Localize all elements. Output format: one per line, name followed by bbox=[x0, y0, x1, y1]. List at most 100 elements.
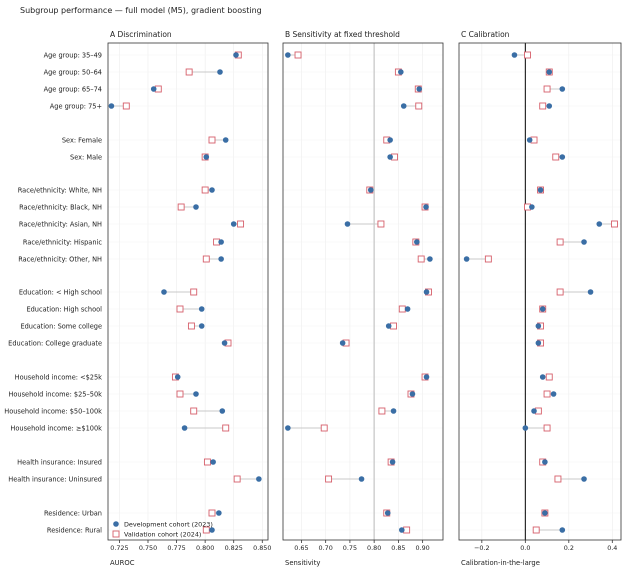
development-marker bbox=[344, 221, 351, 227]
validation-marker bbox=[556, 238, 564, 246]
validation-marker bbox=[543, 85, 551, 93]
development-marker bbox=[390, 408, 397, 414]
row-label: Health insurance: Uninsured bbox=[8, 475, 102, 483]
development-marker bbox=[581, 239, 587, 245]
axis-label: Calibration-in-the-large bbox=[461, 559, 540, 567]
development-marker bbox=[539, 306, 546, 312]
development-marker bbox=[526, 137, 533, 143]
row-label: Household income: $25–50k bbox=[8, 390, 102, 398]
development-marker bbox=[209, 527, 215, 533]
development-marker bbox=[217, 69, 223, 75]
validation-marker bbox=[539, 102, 547, 110]
development-marker bbox=[398, 69, 404, 75]
validation-marker bbox=[417, 255, 425, 263]
legend-val-marker bbox=[112, 530, 120, 538]
row-label: Age group: 75+ bbox=[50, 102, 102, 110]
development-marker bbox=[387, 154, 393, 160]
validation-marker bbox=[398, 305, 406, 313]
row-label: Residence: Rural bbox=[47, 526, 102, 534]
development-marker bbox=[423, 289, 430, 295]
panel-title: A Discrimination bbox=[110, 30, 172, 39]
validation-marker bbox=[122, 102, 130, 110]
development-marker bbox=[358, 476, 365, 482]
row-label: Household income: <$25k bbox=[15, 373, 103, 381]
validation-marker bbox=[294, 51, 302, 59]
panel-2: B Sensitivity at fixed threshold 0.65 0.70… bbox=[282, 30, 444, 567]
development-marker bbox=[385, 323, 392, 329]
development-marker bbox=[221, 340, 228, 346]
panels: Age group: 35–49 Age group: 50–64 Age grou… bbox=[4, 30, 622, 567]
development-marker bbox=[150, 86, 157, 92]
development-marker bbox=[174, 374, 181, 380]
validation-marker bbox=[378, 407, 386, 415]
panel-frame bbox=[107, 42, 269, 541]
tick-label: 0.0 bbox=[520, 544, 530, 552]
row-label: Education: Some college bbox=[20, 322, 102, 330]
development-marker bbox=[423, 204, 429, 210]
tick-label: 0.90 bbox=[416, 544, 430, 552]
development-marker bbox=[216, 510, 222, 516]
row-label: Age group: 35–49 bbox=[44, 51, 102, 59]
development-marker bbox=[222, 137, 229, 143]
development-marker bbox=[161, 289, 167, 295]
development-marker bbox=[230, 221, 237, 227]
tick-label: 0.800 bbox=[196, 544, 214, 552]
validation-marker bbox=[320, 424, 328, 432]
development-marker bbox=[210, 459, 216, 465]
legend-dev-label: Development cohort (2023) bbox=[124, 521, 213, 529]
row-label: Age group: 65–74 bbox=[44, 85, 102, 93]
development-marker bbox=[550, 391, 557, 397]
tick-label: −0.2 bbox=[474, 544, 490, 552]
row-label: Race/ethnicity: Other, NH bbox=[18, 255, 102, 263]
row-label: Health insurance: Insured bbox=[17, 458, 102, 466]
validation-marker bbox=[203, 458, 211, 466]
panel-frame bbox=[458, 42, 622, 541]
row-label: Residence: Urban bbox=[44, 509, 102, 517]
validation-marker bbox=[190, 288, 198, 296]
validation-marker bbox=[543, 424, 551, 432]
axis-label: Sensitivity bbox=[285, 559, 320, 567]
development-marker bbox=[387, 137, 393, 143]
development-marker bbox=[384, 510, 391, 516]
axis-label: AUROC bbox=[110, 559, 135, 567]
development-marker bbox=[203, 154, 210, 160]
development-marker bbox=[218, 256, 224, 262]
validation-marker bbox=[187, 322, 195, 330]
development-marker bbox=[546, 69, 553, 75]
development-marker bbox=[546, 103, 553, 109]
development-marker bbox=[256, 476, 262, 482]
validation-marker bbox=[524, 51, 531, 59]
panel-frame bbox=[282, 42, 444, 541]
development-marker bbox=[198, 306, 205, 312]
development-marker bbox=[209, 187, 215, 193]
development-marker bbox=[285, 52, 291, 58]
validation-marker bbox=[176, 305, 184, 313]
development-marker bbox=[535, 323, 542, 329]
development-marker bbox=[339, 340, 346, 346]
legend-val-label: Validation cohort (2024) bbox=[124, 531, 201, 539]
development-marker bbox=[559, 527, 566, 533]
validation-marker bbox=[176, 390, 184, 398]
development-marker bbox=[581, 476, 587, 482]
tick-label: 0.75 bbox=[343, 544, 357, 552]
tick-label: 0.4 bbox=[607, 544, 617, 552]
panel-1: A Discrimination 0.725 0.750 0.775 0.800 0.82… bbox=[107, 30, 271, 567]
validation-marker bbox=[233, 475, 241, 483]
tick-label: 0.80 bbox=[367, 544, 381, 552]
development-marker bbox=[539, 374, 546, 380]
development-marker bbox=[198, 323, 205, 329]
panel-title: B Sensitivity at fixed threshold bbox=[285, 30, 400, 39]
row-label: Sex: Male bbox=[70, 153, 102, 161]
tick-label: 0.85 bbox=[391, 544, 405, 552]
validation-marker bbox=[208, 136, 216, 144]
development-marker bbox=[219, 408, 226, 414]
development-marker bbox=[416, 86, 423, 92]
development-marker bbox=[218, 239, 224, 245]
validation-marker bbox=[201, 186, 209, 194]
validation-marker bbox=[377, 220, 385, 228]
row-label: Race/ethnicity: Hispanic bbox=[23, 238, 102, 246]
row-label: Education: High school bbox=[26, 305, 102, 313]
development-marker bbox=[108, 103, 115, 109]
development-marker bbox=[529, 204, 535, 210]
